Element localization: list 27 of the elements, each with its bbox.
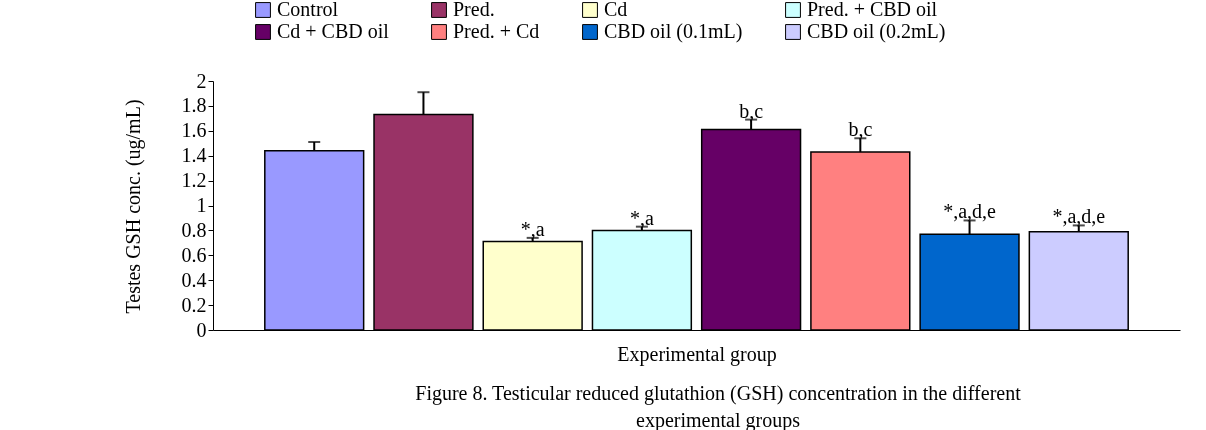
y-tick-label: 1 <box>196 194 207 216</box>
y-tick-label: 1.6 <box>181 119 207 142</box>
y-tick-label: 1.8 <box>181 94 207 117</box>
legend-label: Pred. + Cd <box>453 20 540 42</box>
legend-label: CBD oil (0.1mL) <box>604 20 743 43</box>
y-tick-label: 0.6 <box>181 243 207 266</box>
legend-label: Pred. + CBD oil <box>807 0 938 20</box>
data-label: *,a <box>520 217 545 240</box>
data-label: b,c <box>739 99 764 122</box>
y-tick-label: 0.2 <box>181 293 207 316</box>
legend-label: Control <box>277 0 339 20</box>
y-tick-label: 0.8 <box>181 218 207 241</box>
y-tick-label: 0 <box>196 318 207 341</box>
y-tick-label: 0.4 <box>181 268 207 291</box>
legend-label: Cd <box>604 0 628 20</box>
data-label: *,a,d,e <box>1052 205 1106 228</box>
data-label: *,a,d,e <box>943 200 997 223</box>
y-tick-label: 1.4 <box>181 144 207 167</box>
x-axis-title: Experimental group <box>617 342 777 366</box>
y-axis-title: Testes GSH conc. (ug/mL) <box>121 99 145 314</box>
data-label: *,a <box>629 206 654 229</box>
y-tick-label: 2 <box>196 69 207 92</box>
y-tick-label: 1.2 <box>181 169 207 192</box>
data-label: b,c <box>848 118 873 141</box>
legend-label: Pred. <box>453 0 495 20</box>
legend-label: CBD oil (0.2mL) <box>807 20 946 43</box>
legend-label: Cd + CBD oil <box>277 20 390 42</box>
